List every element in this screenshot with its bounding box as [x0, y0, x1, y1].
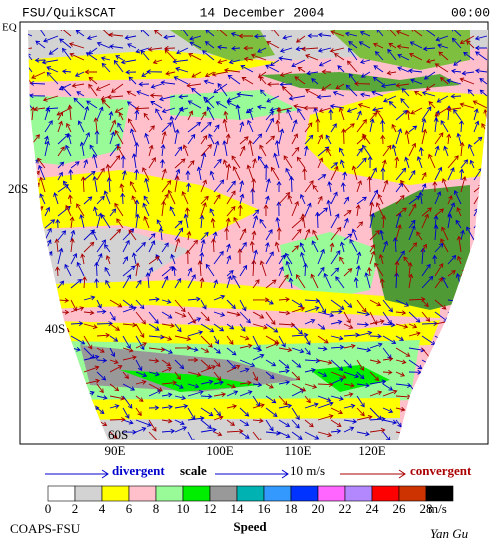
colorbar-swatch — [236, 485, 265, 502]
divergent-label: divergent — [112, 463, 165, 478]
colorbar-swatch — [371, 485, 400, 502]
colorbar-tick-label: 0 — [45, 501, 52, 516]
colorbar-swatch — [290, 485, 319, 502]
colorbar-tick-label: 2 — [72, 501, 79, 516]
colorbar-tick-label: 28 — [420, 501, 433, 516]
colorbar-tick-label: 22 — [339, 501, 352, 516]
colorbar-tick-label: 10 — [177, 501, 190, 516]
colorbar-tick-label: 24 — [366, 501, 380, 516]
lon-label: 120E — [358, 443, 386, 458]
date-label: 14 December 2004 — [200, 5, 325, 20]
lon-label: 110E — [285, 443, 312, 458]
colorbar-swatch — [101, 485, 130, 502]
lon-label: 100E — [206, 443, 234, 458]
colorbar-swatch — [263, 485, 292, 502]
colorbar-swatch — [182, 485, 211, 502]
colorbar-title: Speed — [233, 519, 267, 534]
colorbar-swatch — [47, 485, 76, 502]
lat-label: 40S — [45, 321, 65, 336]
colorbar-swatch — [425, 485, 454, 502]
divergent-arrow — [45, 469, 109, 479]
colorbar-tick-label: 26 — [393, 501, 407, 516]
colorbar-tick-label: 8 — [153, 501, 160, 516]
colorbar-unit: m/s — [428, 501, 447, 516]
scale-arrow — [215, 469, 289, 479]
colorbar-tick-label: 14 — [231, 501, 245, 516]
colorbar-swatch — [209, 485, 238, 502]
legend: divergent scale 10 m/s convergent — [45, 463, 472, 479]
colorbar-swatch — [398, 485, 427, 502]
scale-value: 10 m/s — [290, 463, 325, 478]
divergent-vectors — [28, 30, 488, 440]
colorbar-tick-label: 20 — [312, 501, 325, 516]
footer-right: Yan Gu — [430, 526, 469, 541]
wind-vectors — [28, 30, 488, 440]
convergent-label: convergent — [410, 463, 472, 478]
colorbar-tick-label: 18 — [285, 501, 298, 516]
colorbar-swatch — [155, 485, 184, 502]
colorbar-tick-label: 16 — [258, 501, 272, 516]
lat-label: 60S — [108, 427, 128, 442]
time-label: 00:00 — [451, 5, 490, 20]
product-label: FSU/QuikSCAT — [22, 5, 116, 20]
colorbar-swatch — [128, 485, 157, 502]
lat-label: EQ — [2, 22, 17, 34]
colorbar-tick-label: 12 — [204, 501, 217, 516]
colorbar-swatch — [74, 485, 103, 502]
scale-label: scale — [180, 463, 207, 478]
colorbar-swatch — [317, 485, 346, 502]
lat-label: 20S — [8, 181, 28, 196]
colorbar-tick-label: 4 — [99, 501, 106, 516]
colorbar-tick-label: 6 — [126, 501, 133, 516]
colorbar-swatch — [344, 485, 373, 502]
convergent-arrow — [340, 469, 406, 479]
footer-left: COAPS-FSU — [10, 521, 81, 536]
lon-label: 90E — [105, 443, 126, 458]
colorbar: 0 2 4 6 8 10 12 14 16 18 20 22 24 26 28m/s — [45, 485, 454, 516]
